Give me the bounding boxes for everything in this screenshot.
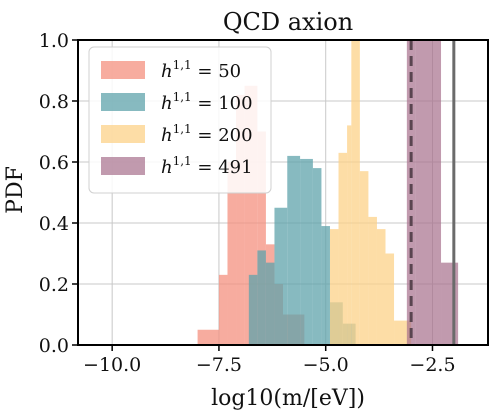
x-axis-ticks: −10.0 −7.5 −5.0 −2.5 xyxy=(83,345,456,376)
bar-series-3-bin-2 xyxy=(441,263,458,345)
bar-series-2-bin-7 xyxy=(386,254,395,346)
legend-swatch-2 xyxy=(101,125,145,143)
bar-series-2-bin-3 xyxy=(351,40,360,345)
bar-series-3-bin-1 xyxy=(415,40,441,345)
x-tick-label-1: −7.5 xyxy=(196,354,242,376)
x-tick-label-2: −5.0 xyxy=(303,354,349,376)
x-axis-label: log10(m/[eV]) xyxy=(211,386,365,411)
bar-series-1-bin-4 xyxy=(287,156,300,345)
bar-series-2-bin-6 xyxy=(377,229,386,345)
bar-series-1-bin-6 xyxy=(313,168,322,345)
bar-series-0-bin-1 xyxy=(219,275,228,345)
x-tick-label-0: −10.0 xyxy=(83,354,141,376)
y-axis-ticks: 0.0 0.2 0.4 0.6 0.8 1.0 xyxy=(39,30,78,357)
bar-series-1-bin-1 xyxy=(257,250,266,345)
x-tick-label-3: −2.5 xyxy=(409,354,455,376)
y-tick-label-4: 0.8 xyxy=(39,91,69,113)
y-tick-label-5: 1.0 xyxy=(39,30,69,52)
bar-series-1-bin-5 xyxy=(300,159,313,345)
legend-swatch-3 xyxy=(101,157,145,175)
legend-swatch-0 xyxy=(101,61,145,79)
y-tick-label-1: 0.2 xyxy=(39,274,69,296)
bar-series-0-bin-0 xyxy=(198,330,219,345)
y-tick-label-0: 0.0 xyxy=(39,335,69,357)
bar-series-2-bin-1 xyxy=(339,153,348,345)
bar-series-1-bin-3 xyxy=(274,208,287,345)
bar-series-1-bin-2 xyxy=(266,263,275,345)
bar-series-1-bin-7 xyxy=(321,226,330,345)
bar-series-2-bin-5 xyxy=(368,217,377,345)
bar-series-2-bin-4 xyxy=(360,171,369,345)
chart-title: QCD axion xyxy=(223,8,353,36)
bar-series-2-bin-2 xyxy=(347,125,351,345)
y-tick-label-2: 0.4 xyxy=(39,213,69,235)
y-axis-label: PDF xyxy=(3,166,28,214)
bar-series-1-bin-0 xyxy=(249,275,258,345)
legend-swatch-1 xyxy=(101,93,145,111)
y-tick-label-3: 0.6 xyxy=(39,152,69,174)
bar-series-2-bin-0 xyxy=(330,229,339,345)
